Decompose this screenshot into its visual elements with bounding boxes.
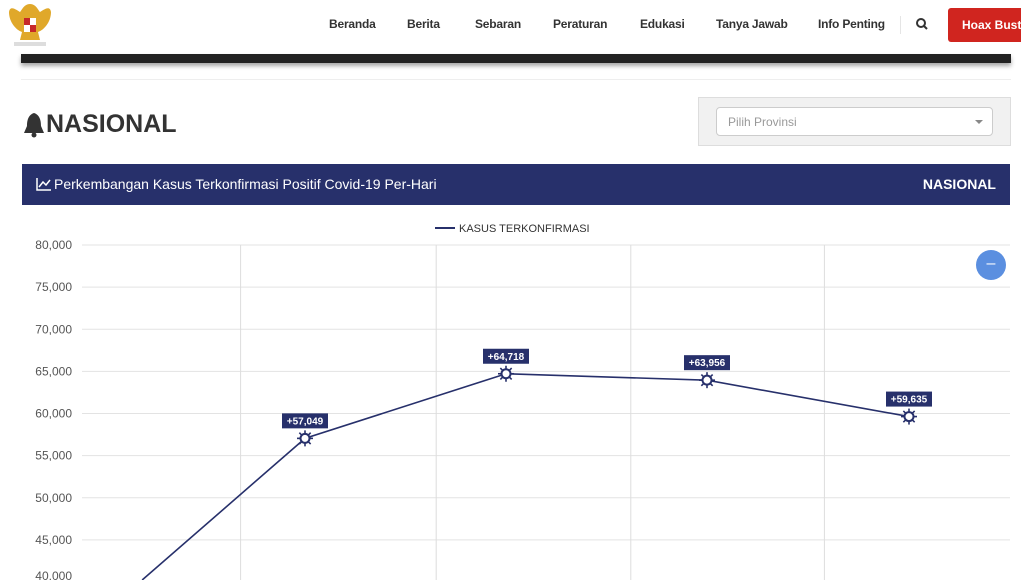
nav-divider <box>900 16 901 34</box>
province-select[interactable]: Pilih Provinsi <box>716 107 993 136</box>
virus-marker <box>901 408 917 425</box>
nav-peraturan[interactable]: Peraturan <box>553 17 608 31</box>
nav-info-penting[interactable]: Info Penting <box>818 17 885 31</box>
province-placeholder: Pilih Provinsi <box>728 115 797 129</box>
header-bar <box>21 54 1011 63</box>
nav-sebaran[interactable]: Sebaran <box>475 17 521 31</box>
panel-title: Perkembangan Kasus Terkonfirmasi Positif… <box>54 176 437 192</box>
search-icon[interactable] <box>914 16 930 32</box>
data-label: +63,956 <box>689 358 726 369</box>
y-tick-label: 70,000 <box>35 322 72 336</box>
virus-marker <box>498 365 514 382</box>
section-title-text: NASIONAL <box>46 110 177 138</box>
nav-tanya-jawab[interactable]: Tanya Jawab <box>716 17 788 31</box>
y-tick-label: 65,000 <box>35 364 72 378</box>
nav-beranda[interactable]: Beranda <box>329 17 376 31</box>
data-label-box <box>886 391 932 407</box>
y-tick-label: 50,000 <box>35 491 72 505</box>
hoax-buster-button[interactable]: Hoax Buster <box>948 8 1021 42</box>
y-tick-label: 75,000 <box>35 280 72 294</box>
y-tick-label: 55,000 <box>35 449 72 463</box>
y-tick-label: 40,000 <box>35 569 72 580</box>
top-navbar: Beranda Berita Sebaran Peraturan Edukasi… <box>0 0 1021 52</box>
reset-zoom-button[interactable]: – <box>976 250 1006 280</box>
series-line <box>141 372 910 580</box>
virus-marker <box>297 430 313 447</box>
line-chart: 40,000 45,000 50,000 55,000 60,000 65,000 70,0… <box>35 223 1010 580</box>
garuda-logo[interactable] <box>6 0 54 50</box>
data-label-box <box>483 348 529 364</box>
y-tick-label: 45,000 <box>35 533 72 547</box>
virus-marker <box>699 372 715 389</box>
caret-down-icon <box>975 120 983 124</box>
section-title: NASIONAL <box>22 110 177 139</box>
divider <box>21 79 1011 80</box>
data-label: +59,635 <box>891 395 928 406</box>
province-filter: Pilih Provinsi <box>698 97 1011 146</box>
nav-berita[interactable]: Berita <box>407 17 440 31</box>
data-label-box <box>282 413 328 429</box>
y-tick-label: 60,000 <box>35 407 72 421</box>
panel-scope: NASIONAL <box>922 176 996 192</box>
data-label-box <box>684 355 730 371</box>
data-label: +64,718 <box>488 352 525 363</box>
bell-icon <box>24 112 44 137</box>
legend-label: KASUS TERKONFIRMASI <box>459 223 590 235</box>
panel-header: Perkembangan Kasus Terkonfirmasi Positif… <box>22 164 1010 205</box>
nav-edukasi[interactable]: Edukasi <box>640 17 685 31</box>
data-label: +57,049 <box>287 416 324 427</box>
y-tick-label: 80,000 <box>35 238 72 252</box>
line-chart-icon <box>36 178 51 191</box>
